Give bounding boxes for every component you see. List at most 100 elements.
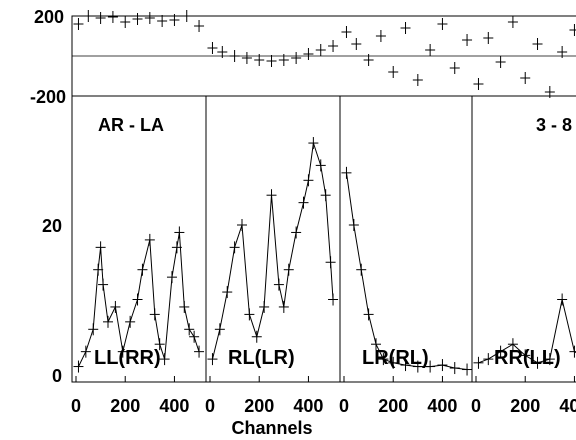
phase-point: [207, 42, 218, 54]
polarization-label: LR(RL): [362, 347, 429, 369]
amplitude-point: [80, 345, 91, 358]
amplitude-point: [207, 353, 218, 366]
amplitude-point: [495, 345, 506, 358]
phase-point: [132, 13, 143, 25]
x-tick-label: 200: [510, 396, 540, 416]
amplitude-panel: 20 0 AR - LA 3 - 8 LL(RR) RL(LR) LR(RL) RR(…: [42, 95, 576, 386]
amplitude-point: [532, 356, 543, 369]
x-tick-label: 400: [427, 396, 457, 416]
phase-point: [569, 24, 576, 36]
x-tick-label: 0: [205, 396, 215, 416]
phase-point: [557, 46, 568, 58]
phase-point: [328, 40, 339, 52]
phase-point: [507, 16, 518, 28]
amplitude-point: [171, 241, 182, 254]
phase-point: [375, 30, 386, 42]
x-tick-label: 200: [110, 396, 140, 416]
amplitude-point: [236, 219, 247, 231]
phase-marks: [73, 10, 576, 98]
source-label: 3 - 8: [536, 115, 572, 135]
phase-point: [425, 44, 436, 56]
phase-point: [83, 10, 94, 22]
amplitude-point: [110, 300, 121, 313]
x-tick-label: 0: [471, 396, 481, 416]
phase-panel: 200 -200: [30, 7, 576, 107]
phase-point: [412, 74, 423, 86]
amplitude-marks: [73, 137, 576, 376]
amplitude-point: [88, 323, 99, 336]
amplitude-point: [179, 300, 190, 313]
amplitude-point: [298, 196, 309, 209]
amplitude-point: [132, 293, 143, 306]
phase-point: [229, 50, 240, 62]
phase-point: [388, 66, 399, 78]
amplitude-point: [400, 359, 411, 372]
amplitude-point: [159, 353, 170, 366]
phase-point: [254, 54, 265, 66]
amplitude-point: [557, 293, 568, 306]
amplitude-point: [184, 323, 195, 336]
amplitude-point: [483, 353, 494, 366]
amplitude-point: [303, 174, 314, 187]
x-axis-title: Channels: [231, 418, 312, 438]
phase-point: [400, 22, 411, 34]
amplitude-point: [520, 349, 531, 362]
amplitude-point: [266, 189, 277, 202]
phase-point: [473, 78, 484, 90]
phase-point: [520, 72, 531, 84]
amplitude-point: [174, 226, 185, 239]
phase-point: [278, 54, 289, 66]
amplitude-point: [356, 263, 367, 276]
amplitude-point: [222, 286, 233, 299]
amplitude-panel-frame: [71, 95, 576, 383]
x-axis: 0 200 400 0 200 400 0 200 400 0 200 400: [71, 376, 576, 416]
amplitude-point: [244, 308, 255, 321]
polarization-label: RR(LL): [494, 347, 561, 369]
polarization-label: LL(RR): [94, 347, 161, 369]
phase-point: [107, 11, 118, 23]
amplitude-point: [144, 233, 155, 246]
phase-point: [95, 12, 106, 24]
x-tick-label: 400: [159, 396, 189, 416]
amplitude-point: [412, 360, 423, 373]
phase-point: [495, 56, 506, 68]
phase-point: [303, 48, 314, 60]
amp-ytick-label-0: 0: [52, 366, 62, 386]
amplitude-series-line: [212, 142, 334, 360]
phase-point: [532, 38, 543, 50]
amplitude-point: [315, 159, 326, 172]
amplitude-point: [154, 338, 165, 351]
amplitude-point: [214, 323, 225, 336]
amplitude-point: [189, 330, 200, 343]
amplitude-point: [102, 315, 113, 328]
amplitude-point: [348, 219, 359, 231]
amp-ytick-label-20: 20: [42, 216, 62, 236]
amplitude-point: [473, 356, 484, 369]
phase-point: [169, 14, 180, 26]
amplitude-point: [320, 189, 331, 202]
amplitude-point: [341, 166, 352, 179]
polarization-labels: LL(RR) RL(LR) LR(RL) RR(LL): [94, 347, 561, 369]
phase-point: [217, 46, 228, 58]
amplitude-point: [166, 271, 177, 284]
amplitude-point: [283, 263, 294, 276]
x-tick-label: 200: [378, 396, 408, 416]
amplitude-point: [437, 359, 448, 372]
amplitude-point: [425, 360, 436, 373]
phase-ytick-label-bottom: -200: [30, 87, 66, 107]
amplitude-point: [378, 353, 389, 366]
x-tick-label: 0: [339, 396, 349, 416]
amplitude-point: [325, 256, 336, 269]
phase-point: [291, 52, 302, 64]
phase-point: [363, 54, 374, 66]
x-tick-label: 400: [559, 396, 576, 416]
amplitude-point: [98, 278, 109, 291]
amplitude-series-line: [346, 172, 468, 370]
amplitude-point: [462, 363, 473, 376]
phase-point: [144, 12, 155, 24]
amplitude-point: [363, 308, 374, 321]
phase-point: [241, 52, 252, 64]
amplitude-point: [273, 278, 284, 291]
